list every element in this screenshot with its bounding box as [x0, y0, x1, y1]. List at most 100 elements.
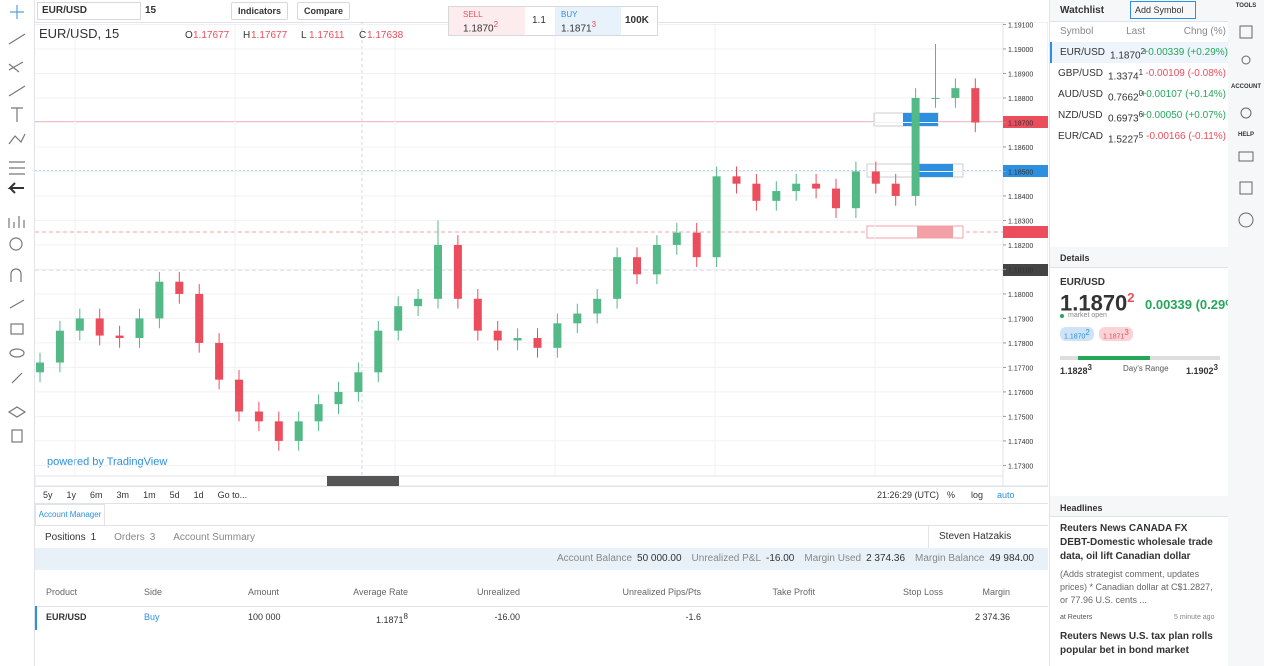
tabs-row [35, 525, 1048, 549]
add-symbol-input[interactable]: Add Symbol [1130, 1, 1196, 19]
log-toggle[interactable]: log [971, 490, 984, 500]
summary-label: Unrealized P&L [691, 553, 762, 564]
indicators-button[interactable]: Indicators [231, 2, 289, 20]
account-tab[interactable]: Account Manager [35, 504, 105, 525]
range-button[interactable]: 5y [43, 490, 53, 500]
headlines-header [1050, 496, 1228, 517]
quantity[interactable]: 100K [625, 15, 649, 26]
goto-button[interactable]: Go to... [217, 490, 248, 500]
range-bar: 5y 1y 6m 3m 1m 5d 1d Go to... 21:26:29 (UTC) % … [35, 486, 1048, 504]
pip: 1 [1138, 68, 1144, 77]
ask-pill: 1.18713 [1099, 327, 1133, 342]
candle-body [672, 232, 681, 245]
ohlc-label: L [301, 30, 307, 41]
price: 1.1870 [1110, 50, 1141, 62]
side-tab[interactable]: TOOLS [1235, 3, 1257, 9]
y-tick-label: 1.18700 [1008, 120, 1033, 127]
buy-label: BUY [561, 10, 578, 19]
time-marker [327, 476, 399, 486]
last-price: 0.69736 [1108, 110, 1143, 124]
candle-body [752, 183, 761, 201]
last-price: 1.33741 [1108, 68, 1143, 82]
order-label [917, 226, 953, 238]
price: 0.7662 [1108, 92, 1139, 104]
watchlist-row[interactable]: EUR/CAD 1.52275 -0.00166 (-0.11%) [1050, 126, 1228, 147]
range-button[interactable]: 1y [66, 490, 77, 500]
column-header: Amount [248, 587, 280, 597]
headline[interactable]: Reuters News U.S. tax plan rolls popular… [1060, 631, 1213, 656]
headline-source: at Reuters [1060, 614, 1093, 621]
user-menu[interactable]: Steven Hatzakis [928, 526, 1034, 548]
range-button[interactable]: 1m [143, 490, 156, 500]
watchlist-row[interactable]: AUD/USD 0.76620 +0.00107 (+0.14%) [1050, 84, 1228, 105]
y-tick-label: 1.18800 [1008, 96, 1033, 103]
candle-body [851, 171, 860, 209]
position-tab[interactable]: Positions 1 [45, 532, 97, 550]
change: +0.00107 (+0.14%) [1140, 89, 1226, 100]
candle-body [195, 293, 204, 343]
watchlist-title: Watchlist [1060, 5, 1105, 16]
pip: 3 [1087, 363, 1092, 372]
market-status: market open [1068, 312, 1107, 319]
change: -0.00109 (-0.08%) [1145, 68, 1226, 79]
buy-button[interactable]: BUY 1.18713 [555, 7, 621, 35]
price: 1.5227 [1108, 134, 1139, 146]
price: 1.1870 [1060, 290, 1128, 316]
candle-body [274, 421, 283, 441]
tab-label: Account Summary [173, 532, 255, 543]
details-title: Details [1060, 253, 1090, 263]
candle-body [493, 330, 502, 341]
cell-side: Buy [144, 612, 160, 622]
percent-toggle[interactable]: % [947, 490, 956, 500]
range-button[interactable]: 5d [169, 490, 180, 500]
sell-button[interactable]: SELL 1.18702 [449, 7, 525, 35]
pip: 5 [1138, 131, 1144, 140]
candle-body [254, 411, 263, 422]
side-tab[interactable]: ACCOUNT [1231, 84, 1261, 90]
position-tab[interactable]: Account Summary [173, 532, 255, 543]
tabs: Positions 1 Orders 3 Account Summary [45, 532, 273, 550]
compare-button[interactable]: Compare [297, 2, 351, 20]
y-tick-label: 1.18100 [1008, 267, 1033, 274]
summary-label: Margin Balance [915, 553, 985, 564]
y-tick-label: 1.17800 [1008, 341, 1033, 348]
price: 1.1871 [561, 23, 592, 35]
range-button[interactable]: 3m [116, 490, 130, 500]
symbol: AUD/USD [1058, 89, 1104, 100]
watchlist-row[interactable]: GBP/USD 1.33741 -0.00109 (-0.08%) [1050, 63, 1228, 84]
column-header: Unrealized Pips/Pts [622, 587, 701, 597]
symbol-input[interactable]: EUR/USD [37, 2, 141, 20]
tab-count: 3 [149, 532, 156, 543]
ohlc-value: 1.17677 [251, 30, 288, 41]
details-price: 1.18702 [1060, 290, 1135, 316]
column-header: Product [46, 587, 78, 597]
chart: EUR/USD, 15 powered by TradingView 1.191… [35, 22, 1048, 486]
tab-count: 1 [90, 532, 97, 543]
y-tick-label: 1.19100 [1008, 22, 1033, 29]
cell-unrealized: -16.00 [494, 612, 520, 622]
candle-body [692, 232, 701, 258]
y-tick-label: 1.18300 [1008, 218, 1033, 225]
range-button[interactable]: 1d [193, 490, 204, 500]
range-button[interactable]: 6m [90, 490, 103, 500]
last-price: 0.76620 [1108, 89, 1143, 103]
y-tick-label: 1.18500 [1008, 169, 1033, 176]
top-toolbar: EUR/USD 15 Indicators Compare SELL 1.187… [35, 0, 1048, 36]
watchlist-row[interactable]: EUR/USD 1.18702 +0.00339 (+0.29%) [1050, 42, 1230, 63]
position-tab[interactable]: Orders 3 [114, 532, 155, 543]
side-tabs: TOOLS ACCOUNT HELP [1228, 0, 1264, 666]
auto-toggle[interactable]: auto [997, 490, 1015, 500]
y-tick-label: 1.18000 [1008, 292, 1033, 299]
side-tab[interactable]: HELP [1237, 132, 1254, 138]
spread: 1.1 [532, 15, 546, 26]
watchlist-row[interactable]: NZD/USD 0.69736 +0.00050 (+0.07%) [1050, 105, 1228, 126]
candle-body [155, 281, 164, 319]
order-label [917, 164, 953, 177]
candle-body [772, 191, 781, 201]
interval[interactable]: 15 [145, 5, 157, 16]
pip: 3 [1213, 363, 1218, 372]
y-tick-label: 1.17900 [1008, 316, 1033, 323]
headline[interactable]: Reuters News CANADA FX DEBT-Domestic who… [1060, 523, 1213, 562]
watchlist-column: Chng (%) [1183, 26, 1226, 37]
